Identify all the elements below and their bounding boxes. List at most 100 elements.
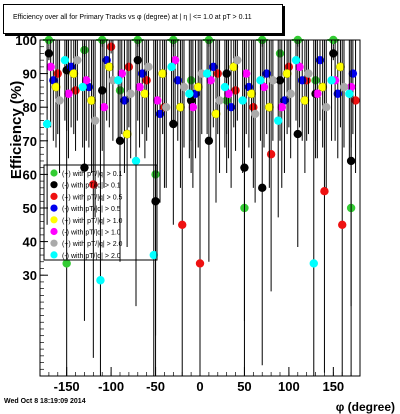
data-point bbox=[224, 89, 233, 98]
data-point bbox=[346, 156, 356, 166]
legend-marker bbox=[50, 216, 58, 224]
data-point bbox=[298, 76, 307, 85]
legend-label: (-) with pT/|q| > 0.5 bbox=[62, 206, 121, 213]
y-axis-label: Efficiency (%) bbox=[8, 81, 25, 179]
data-point bbox=[115, 136, 125, 145]
data-point bbox=[73, 55, 82, 65]
legend-marker bbox=[50, 227, 58, 236]
y-tick-label: 60 bbox=[23, 167, 37, 182]
data-point bbox=[313, 89, 322, 98]
data-point bbox=[247, 89, 257, 99]
y-tick-label: 80 bbox=[23, 100, 37, 115]
data-point bbox=[149, 250, 158, 260]
data-point bbox=[122, 129, 132, 139]
y-tick-label: 50 bbox=[23, 201, 37, 216]
series bbox=[51, 40, 345, 247]
x-tick-label: 0 bbox=[196, 379, 203, 394]
data-point bbox=[222, 69, 231, 78]
data-point bbox=[345, 89, 354, 98]
data-point bbox=[329, 49, 338, 58]
data-point bbox=[80, 163, 89, 172]
data-point bbox=[120, 96, 129, 105]
data-point bbox=[266, 150, 276, 159]
data-point bbox=[144, 62, 153, 72]
y-tick-label: 30 bbox=[23, 268, 37, 283]
data-point bbox=[295, 62, 304, 72]
series bbox=[46, 40, 356, 188]
data-point bbox=[193, 82, 203, 92]
data-point bbox=[46, 62, 55, 72]
x-tick-label: 50 bbox=[237, 379, 251, 394]
data-point bbox=[82, 76, 91, 85]
data-point bbox=[211, 109, 221, 119]
data-point bbox=[106, 42, 116, 51]
data-point bbox=[250, 109, 260, 119]
data-point bbox=[188, 103, 198, 112]
legend-label: (+) with pT/|q| > 2.0 bbox=[62, 241, 123, 248]
data-point bbox=[286, 89, 295, 98]
data-point bbox=[179, 82, 189, 92]
data-point bbox=[226, 103, 236, 112]
data-point bbox=[104, 62, 114, 72]
x-tick-label: 100 bbox=[278, 379, 300, 394]
data-point bbox=[195, 259, 205, 268]
data-point bbox=[238, 96, 247, 105]
y-tick-label: 70 bbox=[23, 134, 37, 149]
chart-title: Efficiency over all for Primary Tracks v… bbox=[13, 14, 252, 21]
data-point bbox=[131, 156, 141, 166]
data-point bbox=[55, 96, 64, 105]
legend-marker bbox=[50, 251, 58, 259]
data-point bbox=[99, 103, 109, 112]
data-point bbox=[282, 69, 292, 79]
x-tick-label: -150 bbox=[54, 379, 80, 394]
data-point bbox=[185, 89, 194, 98]
data-point bbox=[322, 103, 331, 112]
data-point bbox=[169, 119, 178, 129]
x-tick-label: -100 bbox=[98, 379, 124, 394]
data-point bbox=[78, 82, 87, 92]
data-point bbox=[191, 89, 200, 98]
data-point bbox=[206, 76, 215, 85]
data-point bbox=[300, 96, 310, 105]
plot-area bbox=[42, 35, 360, 376]
data-point bbox=[87, 96, 97, 105]
data-point bbox=[318, 82, 328, 92]
y-tick-label: 40 bbox=[23, 235, 37, 250]
data-point bbox=[233, 55, 242, 65]
data-point bbox=[264, 102, 274, 112]
chart-title-box: Efficiency over all for Primary Tracks v… bbox=[3, 4, 283, 34]
data-point bbox=[170, 55, 180, 65]
legend-marker bbox=[50, 181, 58, 189]
data-point bbox=[351, 96, 360, 105]
data-point bbox=[258, 183, 267, 193]
legend-label: (+) with pT/|q| > 0.5 bbox=[62, 194, 123, 201]
data-point bbox=[51, 82, 61, 92]
legend-marker bbox=[50, 239, 58, 247]
data-point bbox=[240, 163, 249, 172]
data-point bbox=[114, 76, 123, 85]
data-point bbox=[102, 55, 111, 65]
data-point bbox=[155, 109, 165, 119]
data-point bbox=[69, 69, 79, 79]
data-point bbox=[293, 129, 302, 139]
data-point bbox=[140, 89, 150, 99]
data-point bbox=[262, 69, 271, 78]
data-point bbox=[209, 62, 218, 72]
data-point bbox=[175, 102, 185, 112]
data-point bbox=[153, 96, 162, 105]
data-point bbox=[126, 89, 135, 98]
data-point bbox=[162, 103, 171, 112]
data-point bbox=[348, 69, 358, 78]
legend: (+) with pT/|q| > 0.1 (-) with pT/|q| > 0… bbox=[43, 164, 158, 261]
data-point bbox=[256, 76, 265, 85]
legend-marker bbox=[50, 204, 58, 212]
data-point bbox=[335, 62, 345, 72]
data-point bbox=[44, 49, 54, 58]
y-tick-label: 100 bbox=[15, 33, 37, 48]
data-point bbox=[242, 69, 251, 78]
legend-marker bbox=[50, 169, 58, 177]
data-point bbox=[84, 82, 94, 92]
data-point bbox=[268, 76, 278, 85]
data-point bbox=[158, 69, 168, 79]
